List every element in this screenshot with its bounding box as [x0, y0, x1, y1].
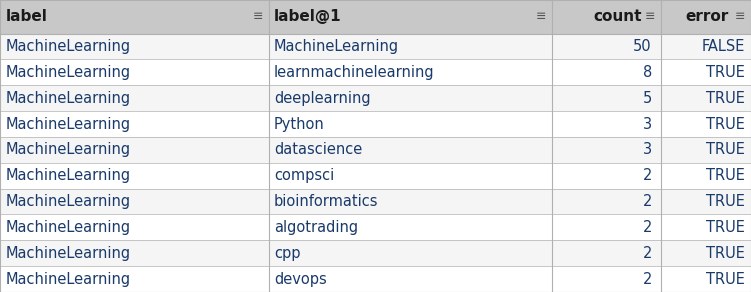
Text: 5: 5: [643, 91, 652, 106]
Text: cpp: cpp: [274, 246, 300, 261]
Text: 2: 2: [643, 168, 652, 183]
Text: MachineLearning: MachineLearning: [6, 194, 131, 209]
Bar: [0, 240, 751, 266]
Text: devops: devops: [274, 272, 327, 286]
Bar: [0, 60, 751, 85]
Text: TRUE: TRUE: [706, 220, 745, 235]
Text: ≡: ≡: [734, 10, 745, 23]
Text: TRUE: TRUE: [706, 168, 745, 183]
Text: compsci: compsci: [274, 168, 334, 183]
Text: 2: 2: [643, 220, 652, 235]
Text: TRUE: TRUE: [706, 91, 745, 106]
Text: TRUE: TRUE: [706, 117, 745, 131]
Text: error: error: [685, 9, 728, 24]
Text: Python: Python: [274, 117, 325, 131]
Text: label: label: [6, 9, 48, 24]
Text: TRUE: TRUE: [706, 65, 745, 80]
Bar: [0, 34, 751, 60]
Text: MachineLearning: MachineLearning: [6, 65, 131, 80]
Text: learnmachinelearning: learnmachinelearning: [274, 65, 435, 80]
Bar: [0, 85, 751, 111]
Text: count: count: [593, 9, 642, 24]
Text: 50: 50: [633, 39, 652, 54]
Bar: [0, 214, 751, 240]
Text: MachineLearning: MachineLearning: [6, 220, 131, 235]
Text: label@1: label@1: [274, 9, 342, 24]
Text: MachineLearning: MachineLearning: [6, 168, 131, 183]
Bar: [0, 111, 751, 137]
Bar: [0, 163, 751, 189]
Text: bioinformatics: bioinformatics: [274, 194, 379, 209]
Text: deeplearning: deeplearning: [274, 91, 371, 106]
Text: 8: 8: [643, 65, 652, 80]
Text: MachineLearning: MachineLearning: [6, 246, 131, 261]
Text: FALSE: FALSE: [701, 39, 745, 54]
Text: ≡: ≡: [252, 10, 263, 23]
Text: ≡: ≡: [644, 10, 655, 23]
Text: 2: 2: [643, 246, 652, 261]
Bar: [0, 189, 751, 214]
Text: 3: 3: [643, 142, 652, 157]
Text: MachineLearning: MachineLearning: [6, 39, 131, 54]
Text: 2: 2: [643, 194, 652, 209]
Text: TRUE: TRUE: [706, 194, 745, 209]
Bar: [0, 0, 751, 34]
Text: TRUE: TRUE: [706, 142, 745, 157]
Text: TRUE: TRUE: [706, 272, 745, 286]
Text: MachineLearning: MachineLearning: [6, 117, 131, 131]
Text: TRUE: TRUE: [706, 246, 745, 261]
Text: MachineLearning: MachineLearning: [6, 142, 131, 157]
Bar: [0, 137, 751, 163]
Text: MachineLearning: MachineLearning: [6, 272, 131, 286]
Text: 2: 2: [643, 272, 652, 286]
Text: datascience: datascience: [274, 142, 363, 157]
Text: algotrading: algotrading: [274, 220, 358, 235]
Text: MachineLearning: MachineLearning: [274, 39, 400, 54]
Bar: [0, 266, 751, 292]
Text: ≡: ≡: [535, 10, 546, 23]
Text: MachineLearning: MachineLearning: [6, 91, 131, 106]
Text: 3: 3: [643, 117, 652, 131]
